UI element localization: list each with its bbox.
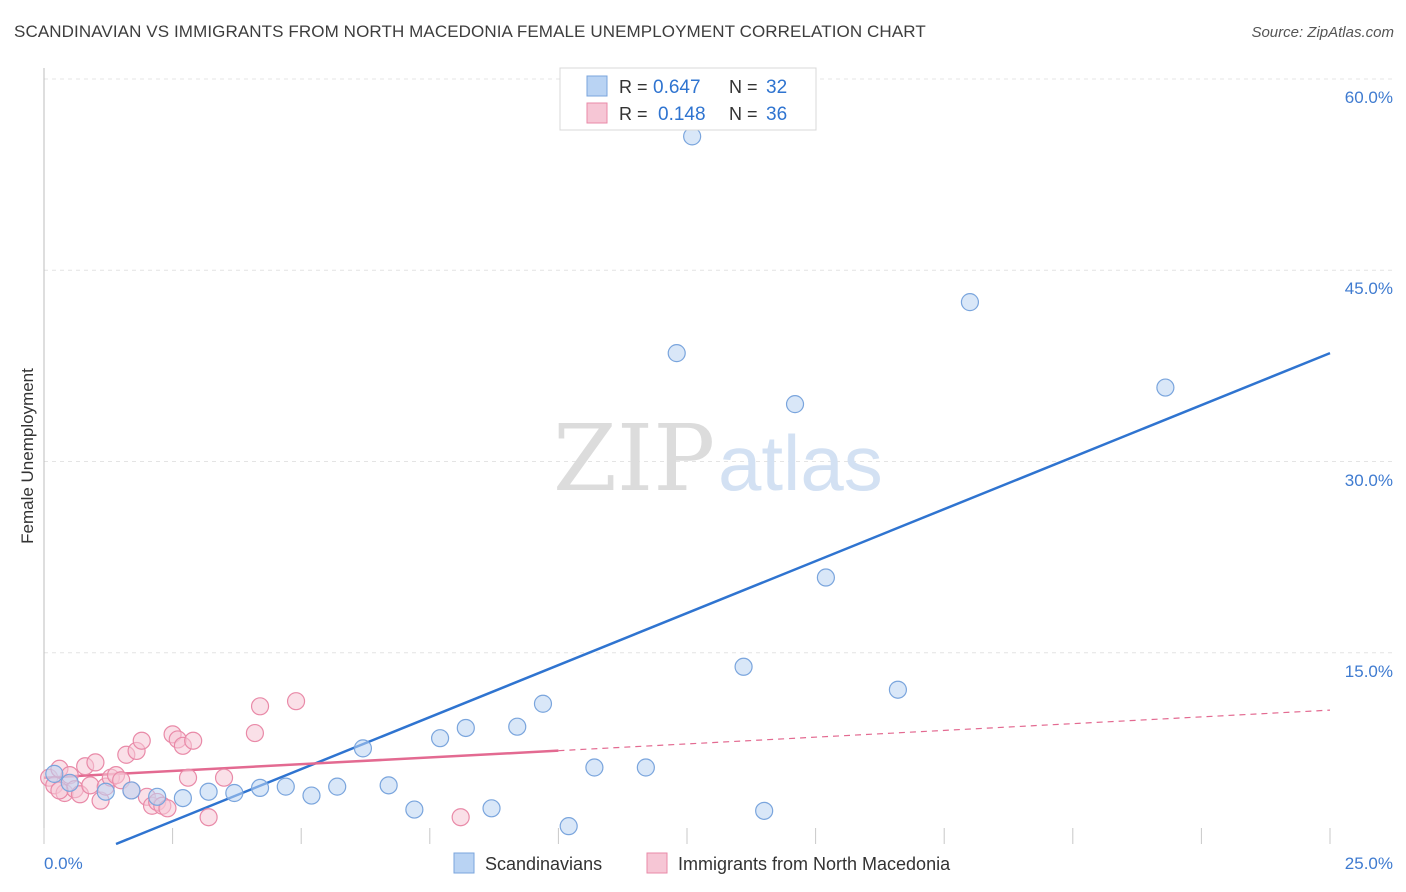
gridlines (44, 78, 1392, 654)
point-scandinavians-28 (816, 568, 835, 587)
series-legend: Scandinavians Immigrants from North Mace… (453, 852, 951, 874)
point-scandinavians-10 (302, 786, 321, 805)
source-label: Source: ZipAtlas.com (1251, 24, 1394, 41)
point-north-macedonia-8 (81, 776, 100, 795)
stats-r-label-pink: R = (619, 104, 648, 124)
point-north-macedonia-28 (184, 731, 203, 750)
point-north-macedonia-31 (245, 723, 265, 743)
point-scandinavians-18 (508, 717, 527, 736)
legend-label-scandinavians: Scandinavians (485, 854, 602, 874)
point-scandinavians-11 (328, 777, 347, 796)
y-axis-label: Female Unemployment (18, 368, 37, 544)
point-scandinavians-0 (45, 764, 64, 783)
point-north-macedonia-30 (199, 808, 218, 827)
y-tick-label-45: 45.0% (1345, 279, 1393, 298)
stats-legend: R = 0.647 N = 32 R = 0.148 N = 36 (559, 67, 817, 131)
point-north-macedonia-23 (158, 799, 177, 818)
stats-r-value-blue: 0.647 (653, 77, 701, 98)
x-tick-label-min: 0.0% (44, 854, 83, 873)
point-scandinavians-27 (785, 395, 805, 414)
y-tick-label-60: 60.0% (1345, 88, 1393, 107)
point-scandinavians-7 (225, 783, 244, 803)
point-north-macedonia-32 (250, 697, 270, 716)
watermark-atlas: atlas (718, 419, 883, 507)
point-scandinavians-17 (482, 799, 501, 818)
point-scandinavians-23 (667, 344, 686, 363)
axes (43, 68, 1331, 844)
stats-n-label-pink: N = (729, 104, 758, 124)
point-scandinavians-3 (122, 781, 141, 800)
point-scandinavians-20 (559, 817, 578, 836)
watermark-zip: ZIP (553, 405, 715, 512)
point-scandinavians-14 (405, 800, 424, 819)
point-scandinavians-16 (456, 718, 475, 738)
chart-title: SCANDINAVIAN VS IMMIGRANTS FROM NORTH MA… (14, 22, 926, 41)
point-scandinavians-13 (379, 776, 398, 795)
stats-n-label-blue: N = (729, 77, 758, 97)
point-scandinavians-29 (888, 680, 908, 699)
x-tick-label-max: 25.0% (1345, 854, 1393, 873)
point-scandinavians-25 (734, 657, 753, 676)
stats-swatch-pink (586, 102, 608, 124)
stats-r-value-pink: 0.148 (658, 104, 706, 125)
legend-swatch-scandinavians (453, 852, 475, 874)
point-scandinavians-9 (276, 777, 295, 796)
point-north-macedonia-34 (451, 808, 470, 827)
legend-swatch-north-macedonia (646, 852, 668, 874)
point-scandinavians-21 (585, 758, 604, 777)
stats-n-value-pink: 36 (766, 104, 787, 125)
point-north-macedonia-27 (178, 768, 198, 787)
point-scandinavians-2 (96, 782, 115, 801)
point-scandinavians-5 (173, 788, 192, 808)
point-scandinavians-31 (1156, 378, 1175, 397)
point-north-macedonia-33 (286, 692, 306, 711)
point-scandinavians-19 (533, 694, 553, 713)
point-north-macedonia-18 (132, 731, 151, 750)
point-scandinavians-12 (353, 739, 373, 758)
y-tick-label-30: 30.0% (1345, 471, 1393, 490)
stats-r-label-blue: R = (619, 77, 648, 97)
stats-swatch-blue (586, 75, 608, 97)
point-scandinavians-30 (960, 293, 980, 312)
point-scandinavians-22 (636, 758, 655, 777)
point-scandinavians-26 (755, 801, 774, 820)
point-scandinavians-15 (430, 729, 450, 748)
trendlines (43, 351, 1331, 846)
data-points (40, 127, 1175, 836)
legend-label-north-macedonia: Immigrants from North Macedonia (678, 854, 951, 874)
trendline-1-dashed (558, 709, 1331, 752)
trendline-1-solid (43, 749, 559, 779)
point-north-macedonia-9 (86, 753, 105, 772)
point-north-macedonia-29 (214, 768, 234, 787)
stats-n-value-blue: 32 (766, 77, 787, 98)
point-scandinavians-1 (60, 773, 79, 792)
point-scandinavians-6 (199, 782, 218, 801)
point-scandinavians-8 (250, 778, 270, 798)
point-scandinavians-4 (148, 787, 167, 806)
y-tick-label-15: 15.0% (1345, 662, 1393, 681)
